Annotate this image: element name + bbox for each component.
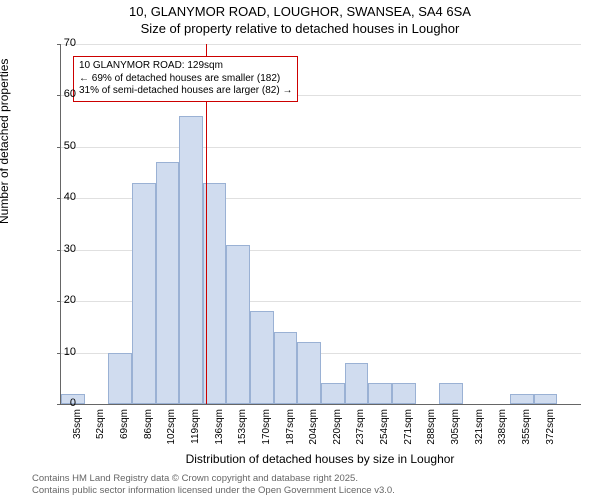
histogram-bar [345,363,369,404]
annotation-line2: ← 69% of detached houses are smaller (18… [79,73,292,86]
x-tick-label: 136sqm [214,409,225,449]
x-tick-label: 305sqm [450,409,461,449]
footer-line2: Contains public sector information licen… [32,485,395,496]
x-tick-label: 288sqm [426,409,437,449]
histogram-bar [274,332,298,404]
histogram-bar [321,383,345,404]
y-tick-label: 0 [46,397,76,409]
histogram-bar [226,245,250,404]
x-tick-label: 102sqm [166,409,177,449]
x-tick-label: 170sqm [261,409,272,449]
x-tick-label: 52sqm [95,409,106,449]
y-axis-label: Number of detached properties [0,59,11,224]
chart-title-line1: 10, GLANYMOR ROAD, LOUGHOR, SWANSEA, SA4… [0,4,600,19]
histogram-bar [132,183,156,404]
histogram-bar [510,394,534,404]
x-axis-label: Distribution of detached houses by size … [60,452,580,466]
histogram-bar [108,353,132,404]
histogram-bar [179,116,203,404]
x-tick-label: 119sqm [190,409,201,449]
gridline [61,44,581,45]
annotation-line1: 10 GLANYMOR ROAD: 129sqm [79,60,292,73]
x-tick-label: 220sqm [332,409,343,449]
histogram-bar [439,383,463,404]
x-tick-label: 271sqm [403,409,414,449]
histogram-bar [368,383,392,404]
annotation-box: 10 GLANYMOR ROAD: 129sqm ← 69% of detach… [73,56,298,102]
plot-area: 10 GLANYMOR ROAD: 129sqm ← 69% of detach… [60,44,581,405]
gridline [61,147,581,148]
x-tick-label: 237sqm [355,409,366,449]
x-tick-label: 35sqm [72,409,83,449]
histogram-bar [534,394,558,404]
x-tick-label: 86sqm [143,409,154,449]
x-tick-label: 372sqm [545,409,556,449]
x-tick-label: 355sqm [521,409,532,449]
y-tick-label: 50 [46,140,76,152]
chart-container: 10, GLANYMOR ROAD, LOUGHOR, SWANSEA, SA4… [0,0,600,500]
y-tick-label: 70 [46,37,76,49]
x-tick-label: 338sqm [497,409,508,449]
x-tick-label: 187sqm [285,409,296,449]
y-tick-label: 20 [46,294,76,306]
histogram-bar [250,311,274,404]
footer-line1: Contains HM Land Registry data © Crown c… [32,473,395,484]
footer-attribution: Contains HM Land Registry data © Crown c… [32,473,395,496]
histogram-bar [297,342,321,404]
y-tick-label: 10 [46,346,76,358]
x-tick-label: 153sqm [237,409,248,449]
histogram-bar [156,162,180,404]
chart-title-line2: Size of property relative to detached ho… [0,21,600,36]
y-tick-label: 40 [46,191,76,203]
x-tick-label: 204sqm [308,409,319,449]
annotation-line3: 31% of semi-detached houses are larger (… [79,85,292,98]
y-tick-label: 60 [46,88,76,100]
histogram-bar [392,383,416,404]
y-tick-label: 30 [46,243,76,255]
x-tick-label: 321sqm [474,409,485,449]
x-tick-label: 69sqm [119,409,130,449]
x-tick-label: 254sqm [379,409,390,449]
